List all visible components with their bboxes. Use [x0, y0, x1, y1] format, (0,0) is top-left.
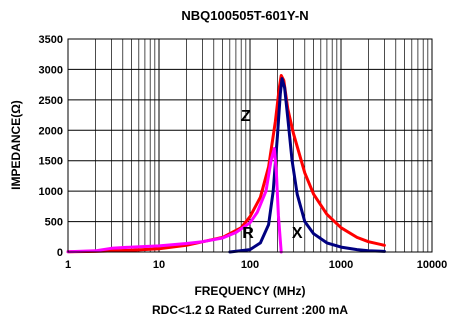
chart-title: NBQ100505T-601Y-N [181, 8, 308, 23]
y-tick-label: 1500 [39, 156, 63, 168]
x-tick-label: 1000 [329, 259, 353, 271]
x-tick-label: 100 [241, 259, 259, 271]
x-tick-label: 10 [153, 259, 165, 271]
series-line-z [66, 74, 386, 254]
x-tick-label: 1 [65, 259, 71, 271]
series-line-x [228, 77, 386, 254]
y-tick-label: 3500 [39, 34, 63, 46]
plot-frame [67, 38, 433, 253]
series-group [66, 74, 386, 254]
y-tick-label: 3000 [39, 64, 63, 76]
y-tick-label: 2500 [39, 95, 63, 107]
x-tick-label: 10000 [417, 259, 448, 271]
y-tick-label: 0 [57, 247, 63, 259]
series-line-r [66, 147, 283, 254]
y-axis-label: IMPEDANCE(Ω) [9, 100, 23, 190]
y-tick-label: 1000 [39, 186, 63, 198]
y-tick-label: 500 [45, 217, 63, 229]
footer-text: RDC<1.2 Ω Rated Current :200 mA [152, 303, 348, 317]
series-label-z: Z [241, 108, 251, 125]
x-axis-label: FREQUENCY (MHz) [194, 284, 305, 298]
tick-labels: 1 10 100 1000 10000 0 500 1000 1500 2000 2500 3000 3… [39, 34, 448, 271]
series-label-r: R [242, 225, 254, 242]
grid-lines [68, 39, 432, 252]
y-tick-label: 2000 [39, 125, 63, 137]
series-labels: Z R X [241, 108, 303, 242]
series-label-x: X [292, 225, 303, 242]
